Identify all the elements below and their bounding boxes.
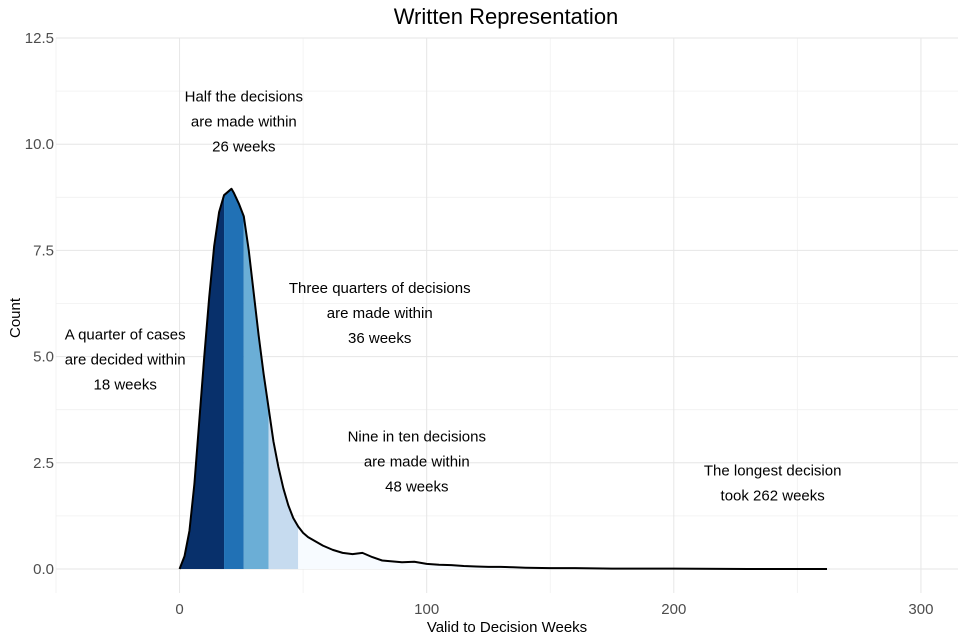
annotation-line: are decided within	[65, 352, 186, 369]
annotation-line: A quarter of cases	[65, 327, 186, 344]
x-tick-label: 300	[908, 601, 933, 618]
annotation-line: are made within	[364, 454, 470, 471]
quantile-band-2	[224, 188, 244, 570]
quantile-band-3	[243, 216, 269, 570]
annotation-line: Three quarters of decisions	[289, 280, 471, 297]
annotation-line: 48 weeks	[385, 479, 448, 496]
y-tick-label: 7.5	[33, 242, 54, 259]
tick-layer: 0 100 200 300 0.0 2.5 5.0 7.5 10.0 12.5	[25, 30, 934, 618]
x-tick-label: 0	[175, 601, 183, 618]
y-tick-label: 0.0	[33, 561, 54, 578]
annotation-layer: A quarter of cases are decided within 18 w…	[65, 89, 842, 505]
x-tick-label: 100	[414, 601, 439, 618]
y-tick-label: 5.0	[33, 349, 54, 366]
annotation-line: Nine in ten decisions	[348, 429, 486, 446]
annotation-label: Nine in ten decisions are made within 48 w…	[348, 429, 486, 496]
annotation-line: 26 weeks	[212, 139, 275, 156]
annotation-line: Half the decisions	[185, 89, 303, 106]
density-fill-layer	[179, 188, 828, 570]
y-tick-label: 10.0	[25, 136, 54, 153]
annotation-line: are made within	[327, 305, 433, 322]
annotation-line: are made within	[191, 114, 297, 131]
annotation-line: 18 weeks	[94, 377, 157, 394]
annotation-label: Three quarters of decisions are made with…	[289, 280, 471, 347]
x-tick-label: 200	[661, 601, 686, 618]
annotation-line: 36 weeks	[348, 330, 411, 347]
annotation-line: The longest decision	[704, 463, 842, 480]
x-axis-title: Valid to Decision Weeks	[427, 619, 587, 636]
y-tick-label: 12.5	[25, 30, 54, 47]
density-outline	[178, 187, 828, 570]
quantile-band-5	[298, 526, 828, 569]
annotation-line: took 262 weeks	[721, 488, 825, 505]
y-axis-title: Count	[7, 297, 24, 338]
annotation-label: Half the decisions are made within 26 week…	[185, 89, 303, 156]
quantile-band-1	[179, 195, 225, 569]
chart-title: Written Representation	[394, 4, 619, 29]
annotation-label: The longest decision took 262 weeks	[704, 463, 842, 505]
annotation-label: A quarter of cases are decided within 18 w…	[65, 327, 186, 394]
quantile-band-4	[268, 407, 299, 569]
y-tick-label: 2.5	[33, 455, 54, 472]
